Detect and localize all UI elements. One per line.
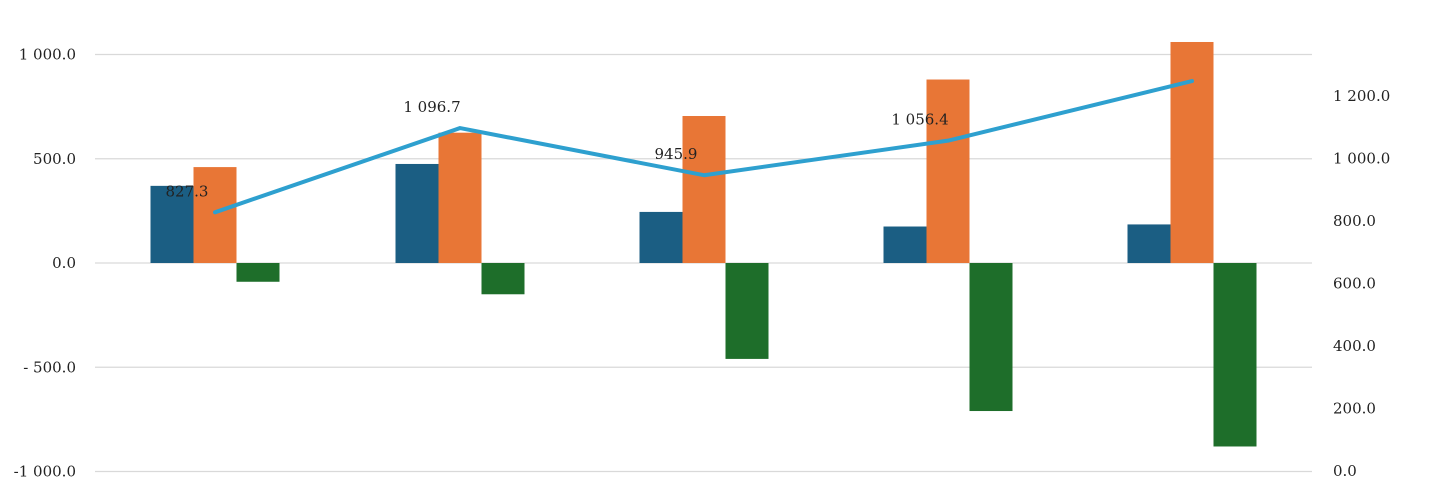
bar xyxy=(926,79,970,264)
bar xyxy=(481,263,525,295)
line-data-label: 827.3 xyxy=(166,182,209,200)
left-tick-label: 0.0 xyxy=(52,254,76,272)
bar xyxy=(438,132,482,263)
bar xyxy=(193,167,237,263)
line-data-label: 1 096.7 xyxy=(403,98,460,116)
bar xyxy=(883,226,927,263)
left-tick-label: -1 000.0 xyxy=(14,463,76,481)
line-point xyxy=(1191,80,1193,82)
bar xyxy=(236,263,280,282)
bar xyxy=(639,211,683,263)
bar xyxy=(150,185,194,263)
data-labels: 827.3 1 096.7 945.9 1 056.4 xyxy=(166,98,949,200)
line-data-label: 1 056.4 xyxy=(891,111,948,129)
bar xyxy=(682,116,726,263)
right-axis-ticks: 1 200.0 1 000.0 800.0 600.0 400.0 200.0 0.0 xyxy=(1333,87,1390,480)
left-tick-label: 500.0 xyxy=(33,150,76,168)
line-point xyxy=(459,127,461,129)
right-tick-label: 1 200.0 xyxy=(1333,87,1390,105)
right-tick-label: 200.0 xyxy=(1333,399,1376,417)
right-tick-label: 400.0 xyxy=(1333,337,1376,355)
line-series xyxy=(213,79,1194,215)
bar xyxy=(969,263,1013,412)
right-tick-label: 0.0 xyxy=(1333,462,1357,480)
bar xyxy=(1127,224,1171,263)
line-point xyxy=(214,211,216,213)
bars xyxy=(150,41,1257,447)
bar xyxy=(1170,41,1214,263)
line-data-label: 945.9 xyxy=(655,145,698,163)
left-tick-label: - 500.0 xyxy=(23,358,76,376)
left-axis-ticks: 1 000.0 500.0 0.0 - 500.0 -1 000.0 xyxy=(14,46,76,481)
bar xyxy=(725,263,769,359)
bar xyxy=(395,163,439,263)
bar xyxy=(1213,263,1257,447)
right-tick-label: 1 000.0 xyxy=(1333,149,1390,167)
right-tick-label: 800.0 xyxy=(1333,212,1376,230)
left-tick-label: 1 000.0 xyxy=(19,46,76,64)
line-point xyxy=(947,140,949,142)
right-tick-label: 600.0 xyxy=(1333,274,1376,292)
line-point xyxy=(703,174,705,176)
